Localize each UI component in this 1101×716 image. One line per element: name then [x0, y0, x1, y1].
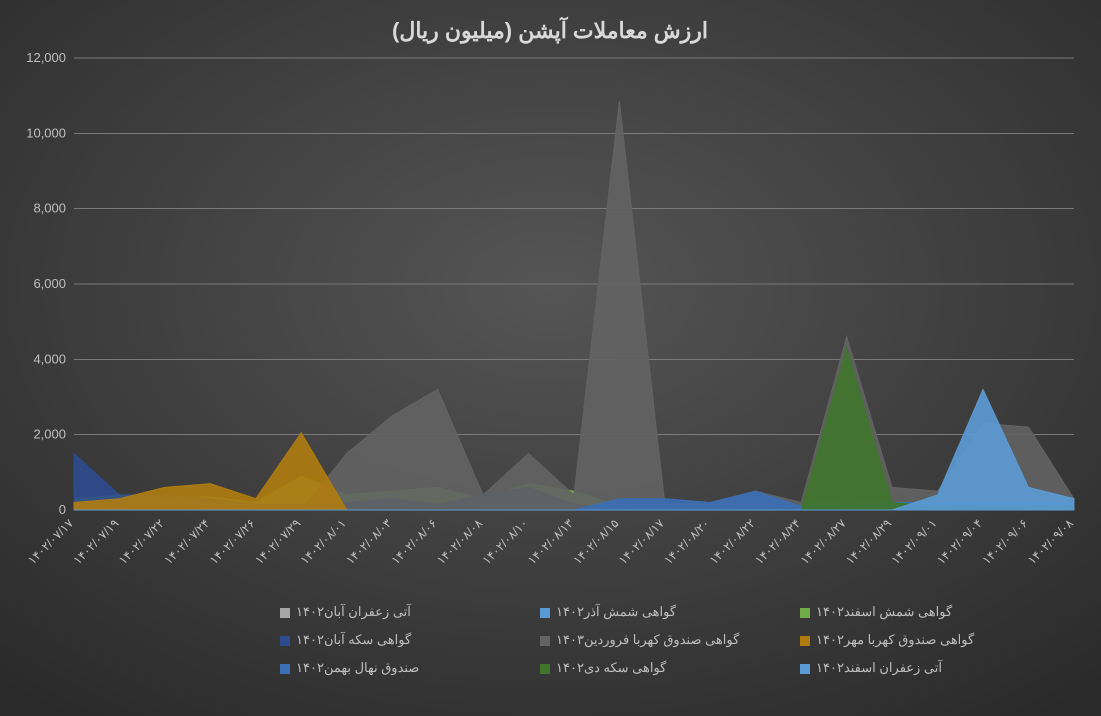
legend-item: گواهی شمش اسفند۱۴۰۲ — [800, 604, 953, 620]
legend-item: گواهی سکه آبان۱۴۰۲ — [280, 631, 412, 648]
legend-label: گواهی شمش آذر۱۴۰۲ — [556, 603, 677, 620]
y-tick-label: 8,000 — [33, 201, 66, 216]
y-tick-label: 12,000 — [26, 50, 66, 65]
legend-label: صندوق نهال بهمن۱۴۰۲ — [296, 660, 419, 676]
y-tick-label: 4,000 — [33, 351, 66, 366]
legend-label: گواهی شمش اسفند۱۴۰۲ — [816, 604, 953, 620]
legend-item: گواهی صندوق کهربا مهر۱۴۰۲ — [800, 632, 975, 648]
legend-item: آتی زعفران آبان۱۴۰۲ — [280, 603, 412, 620]
y-tick-label: 2,000 — [33, 427, 66, 442]
legend-marker — [280, 664, 290, 674]
legend: آتی زعفران آبان۱۴۰۲ گواهی شمش آذر۱۴۰۲ گواه… — [280, 603, 975, 676]
legend-marker — [800, 664, 810, 674]
legend-item: آتی زعفران اسفند۱۴۰۲ — [800, 659, 943, 676]
y-tick-label: 0 — [59, 502, 66, 517]
chart-title: ارزش معاملات آپشن (میلیون ریال) — [392, 16, 708, 45]
legend-label: گواهی سکه دی۱۴۰۲ — [556, 660, 667, 676]
legend-label: گواهی صندوق کهربا فروردین۱۴۰۳ — [556, 632, 740, 648]
legend-item: صندوق نهال بهمن۱۴۰۲ — [280, 660, 419, 676]
chart-svg: ارزش معاملات آپشن (میلیون ریال) 0 2,000 4,… — [0, 0, 1101, 716]
legend-item: گواهی شمش آذر۱۴۰۲ — [540, 603, 677, 620]
chart-container: ارزش معاملات آپشن (میلیون ریال) 0 2,000 4,… — [0, 0, 1101, 716]
legend-marker — [540, 608, 550, 618]
legend-marker — [800, 636, 810, 646]
legend-item: گواهی صندوق کهربا فروردین۱۴۰۳ — [540, 632, 740, 648]
legend-label: آتی زعفران آبان۱۴۰۲ — [296, 603, 412, 620]
legend-label: گواهی صندوق کهربا مهر۱۴۰۲ — [816, 632, 975, 648]
legend-item: گواهی سکه دی۱۴۰۲ — [540, 660, 667, 676]
legend-marker — [800, 608, 810, 618]
y-tick-label: 10,000 — [26, 125, 66, 140]
legend-marker — [280, 636, 290, 646]
legend-marker — [540, 636, 550, 646]
y-tick-label: 6,000 — [33, 276, 66, 291]
legend-label: گواهی سکه آبان۱۴۰۲ — [296, 631, 412, 648]
legend-label: آتی زعفران اسفند۱۴۰۲ — [816, 659, 943, 676]
legend-marker — [540, 664, 550, 674]
legend-marker — [280, 608, 290, 618]
